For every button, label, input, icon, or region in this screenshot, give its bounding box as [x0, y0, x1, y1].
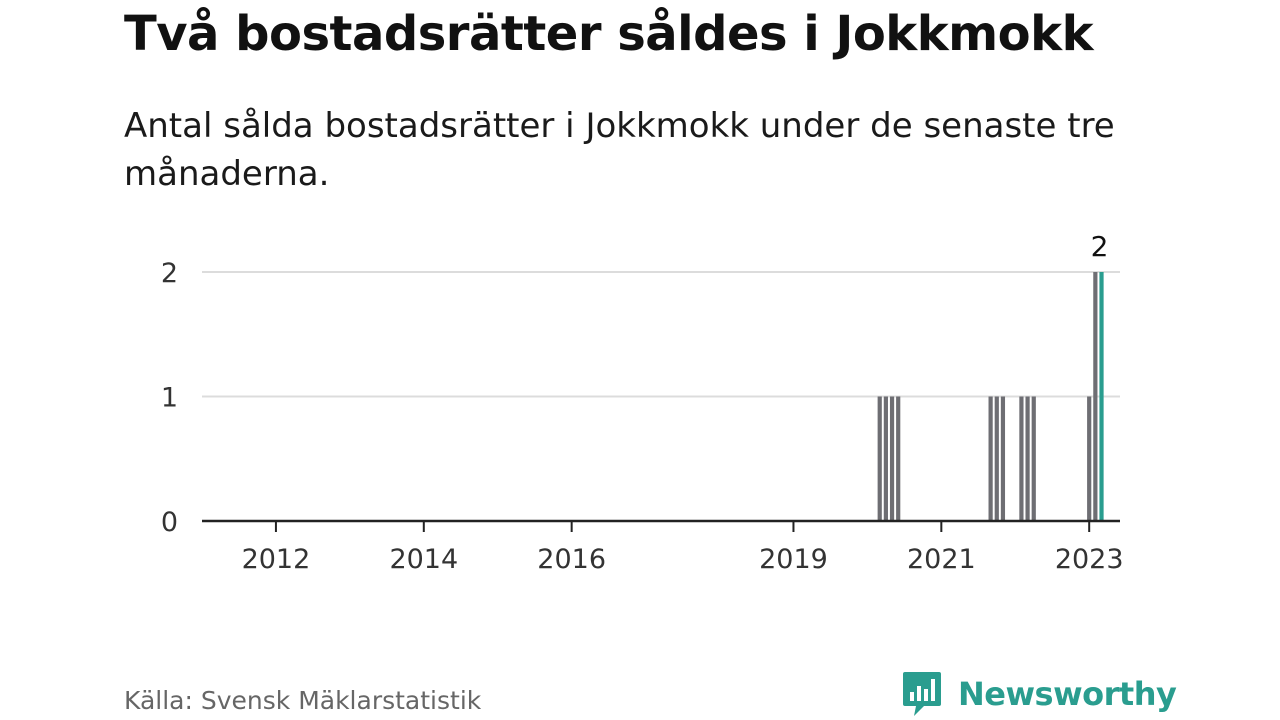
x-tick-label: 2023: [1055, 544, 1124, 575]
newsworthy-logo-icon: [903, 672, 941, 716]
bar: [1087, 396, 1092, 521]
x-tick-label: 2021: [907, 544, 976, 575]
brand-name: Newsworthy: [958, 675, 1177, 713]
y-tick-label: 0: [161, 507, 178, 538]
chart-subtitle: Antal sålda bostadsrätter i Jokkmokk und…: [124, 106, 1115, 194]
bar: [1025, 396, 1030, 521]
bar: [896, 396, 901, 521]
bar: [1019, 396, 1024, 521]
x-tick-label: 2019: [759, 544, 828, 575]
bar: [988, 396, 993, 521]
bar: [889, 396, 895, 521]
bar: [883, 396, 888, 521]
y-tick-label: 2: [161, 258, 178, 289]
x-tick-label: 2012: [242, 544, 311, 575]
bar: [1031, 396, 1036, 521]
bar-chart: 0 1 2 2012 2014 2016 2019 2021 2023 2: [161, 230, 1124, 575]
highlight-bar: [1099, 272, 1104, 521]
bar: [994, 396, 999, 521]
x-tick-label: 2014: [389, 544, 458, 575]
data-label: 2: [1091, 230, 1109, 263]
newsworthy-brand: Newsworthy: [902, 670, 1177, 718]
bar: [1093, 272, 1098, 521]
y-tick-label: 1: [161, 383, 178, 414]
x-tick-label: 2016: [537, 544, 606, 575]
bar: [1000, 396, 1006, 521]
bar: [877, 396, 882, 521]
chart-title: Två bostadsrätter såldes i Jokkmokk: [124, 6, 1093, 62]
source-note: Källa: Svensk Mäklarstatistik: [124, 686, 482, 715]
